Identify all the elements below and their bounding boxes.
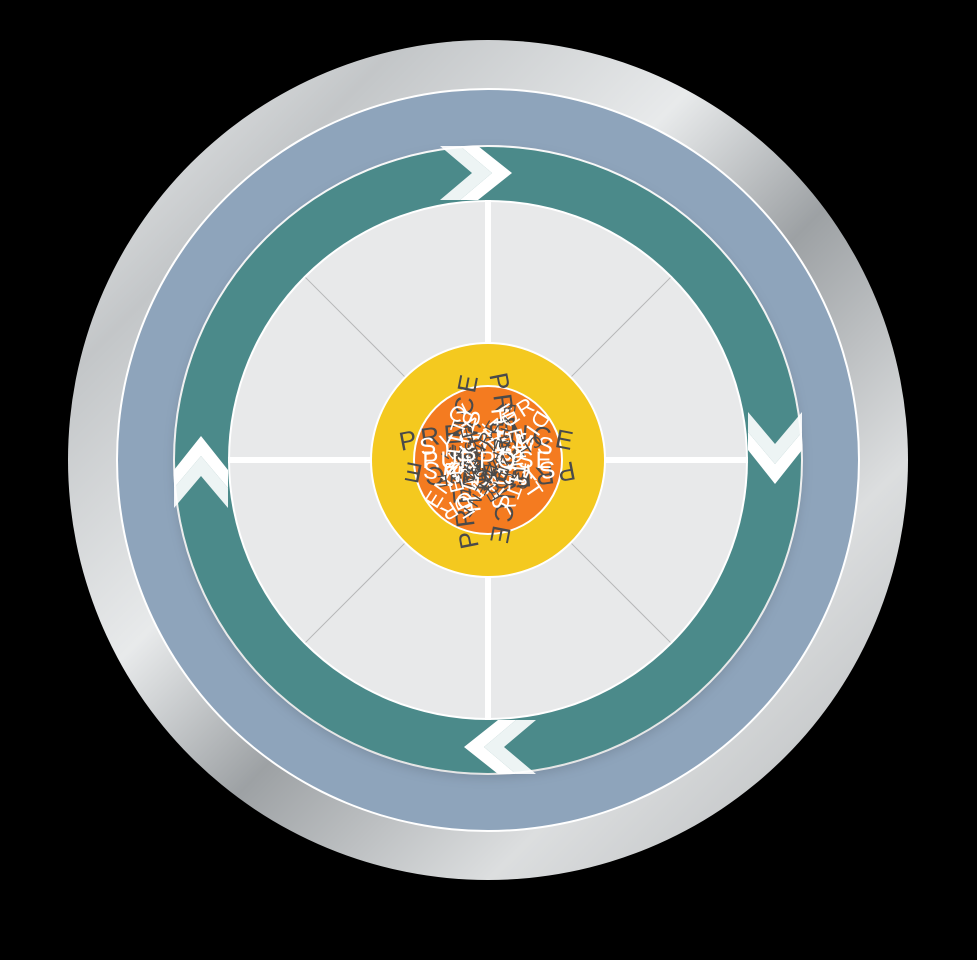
purpose-label: PURPOSE [422,447,553,474]
radial-diagram: PRESENCE PRESENCE PRESENCE PRESENCE HABI… [0,0,977,960]
diagram-svg: PRESENCE PRESENCE PRESENCE PRESENCE HABI… [0,0,977,960]
